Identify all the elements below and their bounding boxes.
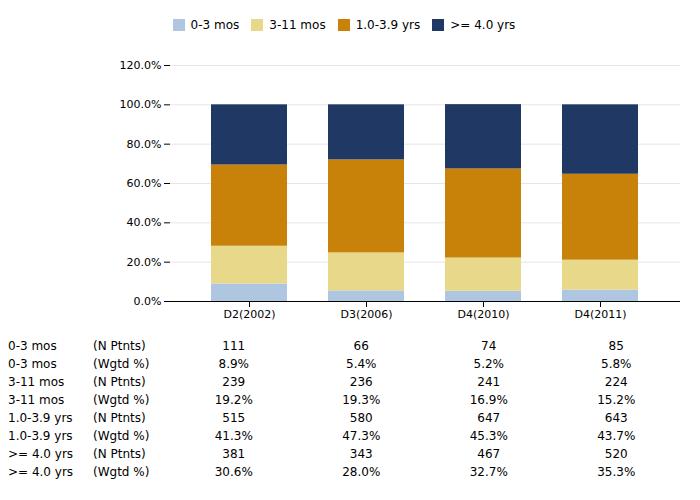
html-text:647: 647 [477, 411, 501, 425]
html-text:74: 74 [481, 339, 497, 353]
html-text:(Wgtd %): (Wgtd %) [93, 357, 150, 371]
html-text:241: 241 [477, 375, 501, 389]
svg-text:0.0%: 0.0% [134, 295, 162, 308]
html-text:467: 467 [477, 447, 501, 461]
svg-text:D4(2010): D4(2010) [457, 308, 509, 321]
html-text:47.3%: 47.3% [342, 429, 381, 443]
svg-text:D4(2011): D4(2011) [574, 308, 626, 321]
html-text:5.8%: 5.8% [601, 357, 632, 371]
html-text:35.3%: 35.3% [597, 465, 636, 479]
html-text:19.3%: 19.3% [342, 393, 381, 407]
html-text:(Wgtd %): (Wgtd %) [93, 393, 150, 407]
html-text:66: 66 [353, 339, 369, 353]
html-text:16.9%: 16.9% [469, 393, 508, 407]
html-text:>= 4.0 yrs: >= 4.0 yrs [8, 447, 74, 461]
html-text:(Wgtd %): (Wgtd %) [93, 429, 150, 443]
html-text:(N Ptnts): (N Ptnts) [93, 375, 146, 389]
html-text:30.6%: 30.6% [214, 465, 253, 479]
svg-text:20.0%: 20.0% [127, 256, 162, 269]
html-text:85: 85 [608, 339, 624, 353]
html-text:5.4%: 5.4% [346, 357, 377, 371]
html-text:5.2%: 5.2% [473, 357, 504, 371]
html-text:41.3%: 41.3% [214, 429, 253, 443]
html-text:0-3 mos: 0-3 mos [8, 357, 57, 371]
html-text:3-11 mos: 3-11 mos [8, 375, 65, 389]
html-text:111: 111 [222, 339, 246, 353]
html-text:239: 239 [222, 375, 246, 389]
html-text:1.0-3.9 yrs: 1.0-3.9 yrs [8, 429, 73, 443]
html-text:15.2%: 15.2% [597, 393, 636, 407]
html-text:>= 4.0 yrs: >= 4.0 yrs [450, 17, 516, 32]
svg-text:60.0%: 60.0% [127, 177, 162, 190]
html-text:381: 381 [222, 447, 246, 461]
html-text:19.2%: 19.2% [214, 393, 253, 407]
html-text:224: 224 [604, 375, 628, 389]
html-text:43.7%: 43.7% [597, 429, 636, 443]
html-text:(N Ptnts): (N Ptnts) [93, 447, 146, 461]
html-text:580: 580 [349, 411, 373, 425]
html-text:343: 343 [349, 447, 373, 461]
html-text:3-11 mos: 3-11 mos [269, 17, 326, 32]
html-text:3-11 mos: 3-11 mos [8, 393, 65, 407]
html-text:>= 4.0 yrs: >= 4.0 yrs [8, 465, 74, 479]
html-text:1.0-3.9 yrs: 1.0-3.9 yrs [8, 411, 73, 425]
html-text:8.9%: 8.9% [218, 357, 249, 371]
html-text:643: 643 [604, 411, 628, 425]
html-text:1.0-3.9 yrs: 1.0-3.9 yrs [355, 17, 421, 32]
html-text:(N Ptnts): (N Ptnts) [93, 339, 146, 353]
svg-text:40.0%: 40.0% [127, 216, 162, 229]
html-text:236: 236 [349, 375, 373, 389]
svg-text:D3(2006): D3(2006) [340, 308, 392, 321]
html-text:0-3 mos: 0-3 mos [190, 17, 240, 32]
html-text:32.7%: 32.7% [469, 465, 508, 479]
svg-text:100.0%: 100.0% [120, 98, 162, 111]
html-text:(Wgtd %): (Wgtd %) [93, 465, 150, 479]
html-text:28.0%: 28.0% [342, 465, 381, 479]
html-text:(N Ptnts): (N Ptnts) [93, 411, 146, 425]
html-text:515: 515 [222, 411, 246, 425]
html-text:520: 520 [604, 447, 628, 461]
svg-text:D2(2002): D2(2002) [223, 308, 275, 321]
html-text:45.3%: 45.3% [469, 429, 508, 443]
svg-text:120.0%: 120.0% [120, 59, 162, 72]
html-text:0-3 mos: 0-3 mos [8, 339, 57, 353]
svg-text:80.0%: 80.0% [127, 138, 162, 151]
